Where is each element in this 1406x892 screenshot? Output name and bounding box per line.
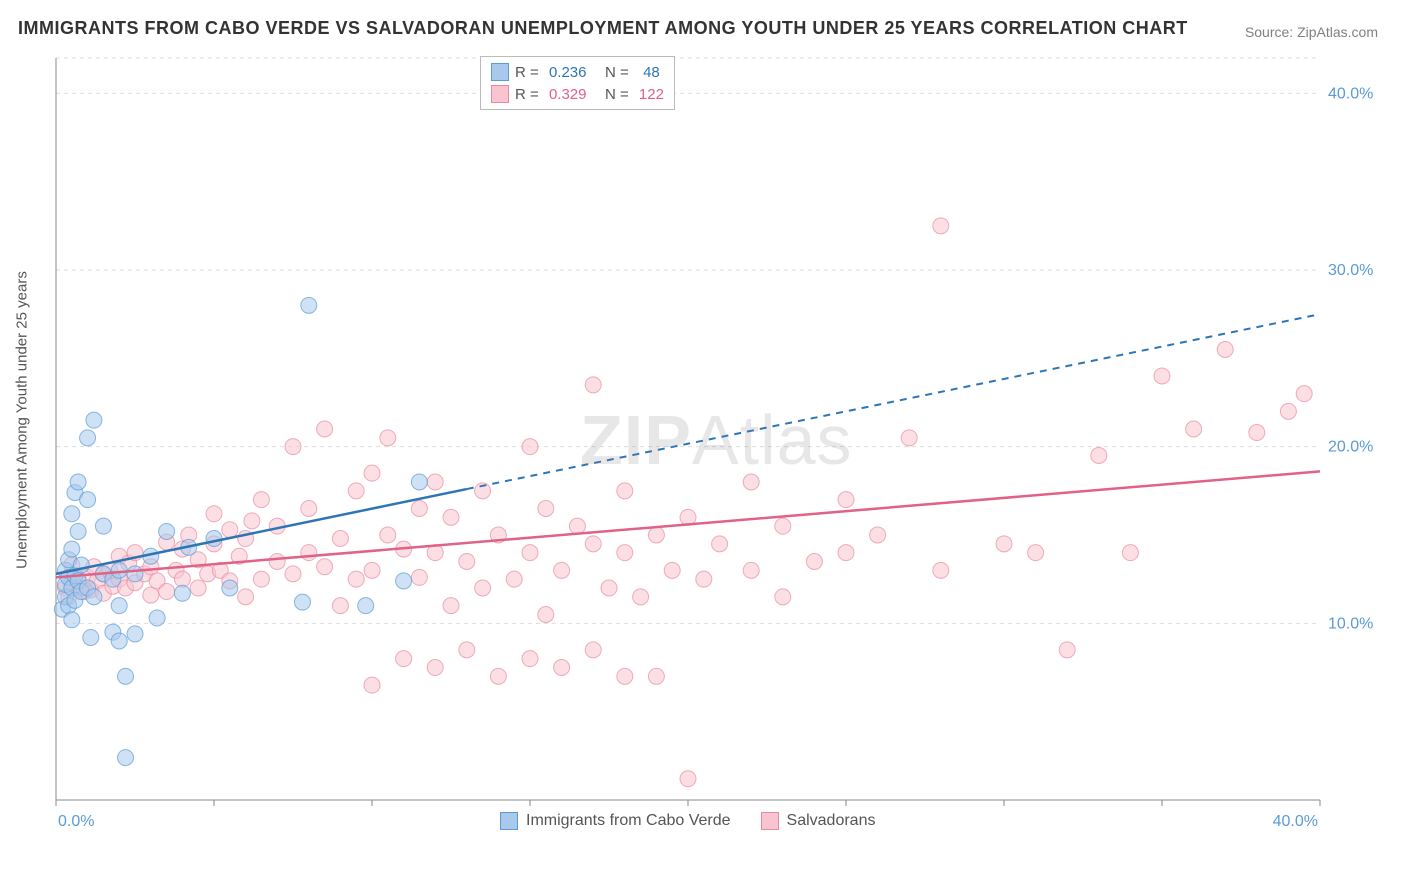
svg-text:40.0%: 40.0% — [1328, 85, 1373, 102]
legend-stat-row: R = 0.329 N = 122 — [491, 83, 664, 105]
legend-label: Immigrants from Cabo Verde — [526, 812, 731, 830]
legend-item: Salvadorans — [761, 812, 876, 830]
chart-container: { "title": "IMMIGRANTS FROM CABO VERDE V… — [0, 0, 1406, 892]
svg-text:10.0%: 10.0% — [1328, 615, 1373, 632]
r-label: R = — [515, 86, 543, 103]
n-label: N = — [592, 64, 632, 81]
correlation-legend: R = 0.236 N = 48R = 0.329 N = 122 — [480, 56, 675, 110]
source-value: ZipAtlas.com — [1297, 24, 1378, 40]
n-value: 48 — [639, 64, 660, 81]
r-value: 0.329 — [549, 86, 587, 103]
svg-text:40.0%: 40.0% — [1273, 813, 1318, 830]
legend-item: Immigrants from Cabo Verde — [500, 812, 731, 830]
legend-stat-row: R = 0.236 N = 48 — [491, 61, 664, 83]
scatter-plot: 0.0% 40.0% 10.0% 20.0% 30.0% 40.0% — [50, 50, 1380, 840]
svg-text:0.0%: 0.0% — [58, 813, 94, 830]
series-legend: Immigrants from Cabo Verde Salvadorans — [500, 812, 875, 830]
svg-text:30.0%: 30.0% — [1328, 262, 1373, 279]
y-axis-label: Unemployment Among Youth under 25 years — [14, 271, 31, 569]
pink-swatch — [491, 85, 509, 103]
n-label: N = — [592, 86, 632, 103]
n-value: 122 — [639, 86, 664, 103]
svg-text:20.0%: 20.0% — [1328, 439, 1373, 456]
pink-swatch — [761, 812, 779, 830]
r-label: R = — [515, 64, 543, 81]
blue-swatch — [491, 63, 509, 81]
source-label: Source: — [1245, 24, 1297, 40]
source-attribution: Source: ZipAtlas.com — [1245, 24, 1378, 40]
chart-title: IMMIGRANTS FROM CABO VERDE VS SALVADORAN… — [18, 18, 1188, 39]
blue-swatch — [500, 812, 518, 830]
r-value: 0.236 — [549, 64, 587, 81]
legend-label: Salvadorans — [787, 812, 876, 830]
